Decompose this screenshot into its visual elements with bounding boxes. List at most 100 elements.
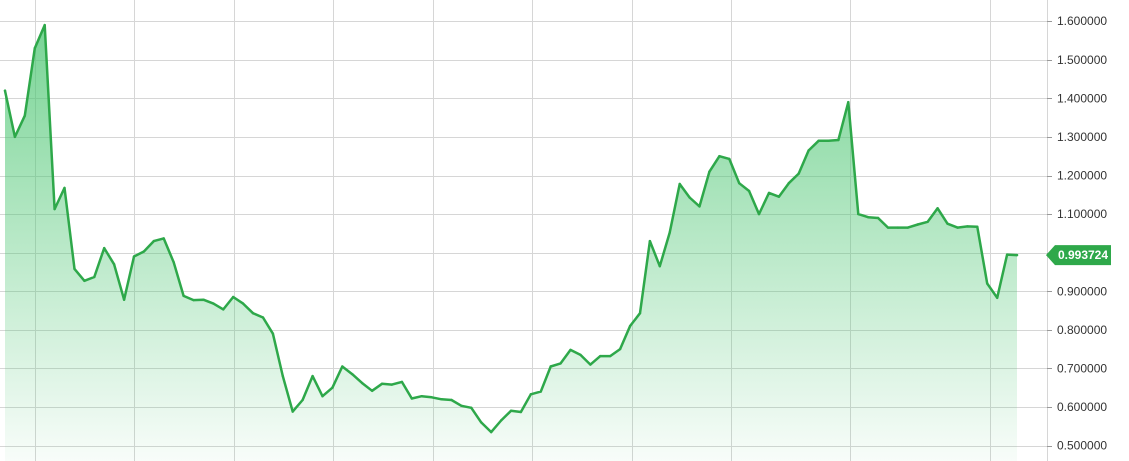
- data-point: [301, 398, 304, 402]
- data-point: [896, 226, 900, 229]
- data-point: [152, 239, 155, 243]
- data-point: [490, 430, 493, 434]
- data-point: [281, 374, 284, 378]
- data-point: [916, 223, 919, 226]
- data-point: [738, 182, 741, 185]
- data-point: [440, 398, 443, 401]
- data-point: [380, 382, 384, 385]
- data-point: [698, 205, 701, 208]
- data-point: [996, 296, 999, 299]
- data-point: [966, 225, 969, 228]
- data-point: [182, 294, 185, 298]
- data-point: [827, 139, 830, 142]
- data-point: [569, 348, 572, 352]
- data-point: [63, 186, 66, 190]
- data-point: [83, 279, 86, 282]
- data-point: [261, 316, 265, 319]
- data-point: [460, 404, 463, 407]
- data-point: [787, 182, 790, 185]
- data-point: [202, 298, 205, 301]
- data-point: [757, 212, 761, 216]
- data-point: [470, 406, 473, 409]
- data-point: [33, 47, 36, 50]
- data-point: [390, 383, 394, 386]
- data-point: [73, 267, 76, 271]
- y-tick-label: 0.800000: [1057, 323, 1107, 337]
- data-point: [341, 365, 344, 368]
- data-point: [718, 155, 721, 158]
- data-point: [410, 397, 413, 400]
- y-tick-label: 0.600000: [1057, 400, 1107, 414]
- data-point: [728, 157, 731, 161]
- data-point: [628, 324, 632, 328]
- y-tick-label: 0.500000: [1057, 439, 1107, 453]
- data-point: [579, 353, 582, 357]
- data-point: [807, 149, 810, 152]
- data-point: [43, 23, 46, 27]
- data-point: [499, 419, 503, 422]
- data-point: [539, 390, 542, 393]
- data-point: [589, 363, 592, 366]
- data-point: [1015, 253, 1019, 257]
- data-point: [648, 239, 652, 243]
- y-tick-label: 1.400000: [1057, 91, 1107, 105]
- data-point: [3, 89, 7, 92]
- data-point: [93, 275, 96, 279]
- data-point: [251, 312, 255, 315]
- data-point: [241, 302, 245, 305]
- data-point: [906, 226, 910, 229]
- y-tick-label: 0.700000: [1057, 361, 1107, 375]
- data-point: [321, 395, 324, 398]
- data-point: [857, 212, 860, 216]
- data-point: [777, 195, 781, 198]
- data-point: [618, 347, 622, 351]
- y-tick-label: 1.500000: [1057, 53, 1107, 67]
- data-point: [23, 114, 26, 117]
- data-point: [976, 225, 979, 228]
- data-point: [361, 381, 364, 385]
- data-point: [162, 237, 165, 240]
- y-tick-label: 0.900000: [1057, 284, 1107, 298]
- data-point: [946, 222, 949, 225]
- y-tick-label: 1.100000: [1057, 207, 1107, 221]
- current-price-tag: 0.993724: [1046, 245, 1111, 266]
- data-point: [986, 282, 989, 285]
- price-area-fill: [5, 25, 1017, 461]
- current-price-tag-shape: [1046, 245, 1111, 266]
- data-point: [688, 196, 691, 199]
- data-point: [926, 220, 929, 223]
- data-point: [271, 332, 275, 335]
- data-point: [232, 295, 235, 299]
- data-point: [599, 354, 602, 358]
- data-point: [480, 421, 483, 424]
- data-point: [222, 308, 225, 311]
- data-point: [609, 354, 612, 358]
- data-point: [420, 395, 423, 398]
- data-point: [876, 216, 880, 220]
- data-point: [817, 139, 820, 142]
- data-point: [212, 302, 215, 305]
- data-point: [509, 409, 513, 412]
- data-point: [331, 386, 334, 389]
- data-point: [638, 312, 642, 315]
- data-point: [867, 216, 870, 219]
- data-point: [847, 101, 850, 104]
- data-point: [936, 207, 939, 210]
- data-points: [3, 23, 1019, 434]
- data-point: [370, 389, 374, 392]
- data-point: [172, 261, 175, 264]
- data-point: [1005, 253, 1009, 256]
- data-point: [519, 410, 523, 414]
- data-point: [53, 207, 56, 211]
- y-axis: 1.600000 1.500000 1.400000 1.300000 1.200000…: [1047, 14, 1107, 453]
- data-point: [559, 362, 562, 365]
- data-point: [142, 250, 146, 253]
- data-point: [122, 298, 126, 301]
- data-point: [678, 182, 681, 186]
- data-point: [886, 226, 890, 229]
- data-point: [103, 246, 106, 250]
- data-point: [291, 410, 294, 413]
- y-tick-label: 1.200000: [1057, 169, 1107, 183]
- data-point: [13, 135, 17, 139]
